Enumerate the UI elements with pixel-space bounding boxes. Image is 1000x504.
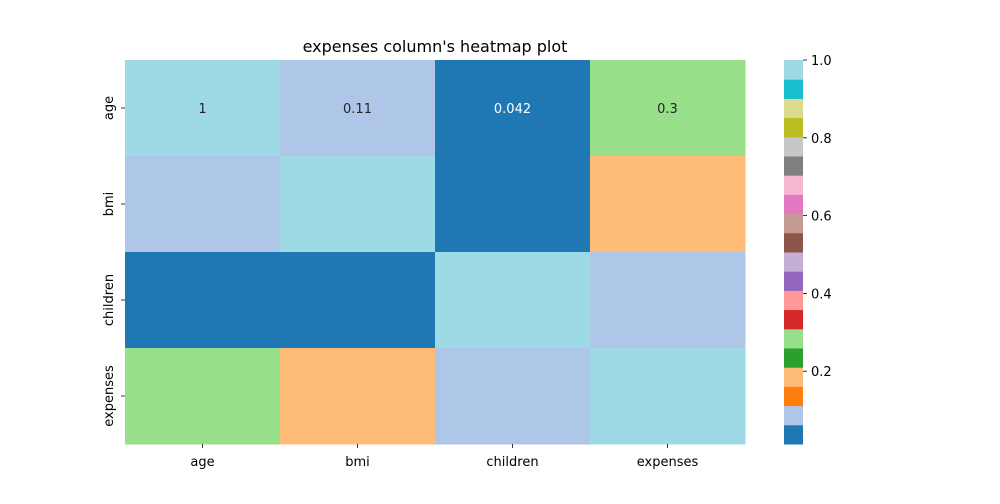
colorbar-segment xyxy=(784,348,803,368)
cell-label-age-bmi: 0.11 xyxy=(343,102,372,117)
colorbar-segment xyxy=(784,156,803,176)
colorbar-segment xyxy=(784,213,803,234)
heatmap-cell-bmi-expenses xyxy=(590,156,746,253)
colorbar-segment xyxy=(784,194,803,215)
chart-title: expenses column's heatmap plot xyxy=(303,37,568,56)
y-tick-label-expenses: expenses xyxy=(102,365,117,427)
colorbar-segment xyxy=(784,175,803,195)
cell-label-age-age: 1 xyxy=(198,102,206,117)
y-axis: age bmi children expenses xyxy=(102,96,125,427)
colorbar-segment xyxy=(784,290,803,311)
heatmap-cell-expenses-expenses xyxy=(590,348,746,445)
colorbar-segment xyxy=(784,60,803,80)
colorbar-tick-label: 0.6 xyxy=(811,210,832,225)
x-tick-label-children: children xyxy=(486,455,538,470)
heatmap-cell-expenses-bmi xyxy=(280,348,436,445)
heatmap-cell-children-children xyxy=(435,252,591,349)
colorbar-segment xyxy=(784,98,803,119)
colorbar-segment xyxy=(784,136,803,157)
colorbar-segment xyxy=(784,79,803,99)
heatmap-cell-children-bmi xyxy=(280,252,436,349)
x-tick-label-bmi: bmi xyxy=(345,455,370,470)
colorbar-tick-label: 0.2 xyxy=(811,365,832,380)
heatmap-cell-bmi-age xyxy=(125,156,281,253)
heatmap-cell-age-age xyxy=(125,60,281,157)
colorbar: 0.2 0.4 0.6 0.8 1.0 xyxy=(784,54,832,445)
cell-label-age-expenses: 0.3 xyxy=(657,102,678,117)
colorbar-tick-label: 0.8 xyxy=(811,132,832,147)
colorbar-segment xyxy=(784,271,803,291)
heatmap-cell-age-children xyxy=(435,60,591,157)
colorbar-segment xyxy=(784,117,803,138)
y-tick-label-bmi: bmi xyxy=(102,192,117,217)
y-tick-label-age: age xyxy=(102,96,117,120)
y-tick-label-children: children xyxy=(102,274,117,326)
colorbar-segment xyxy=(784,405,803,426)
colorbar-segment xyxy=(784,252,803,272)
heatmap-cell-age-expenses xyxy=(590,60,746,157)
colorbar-tick-label: 0.4 xyxy=(811,287,832,302)
colorbar-segment xyxy=(784,424,803,445)
heatmap-cells xyxy=(125,60,746,445)
x-axis: age bmi children expenses xyxy=(190,444,698,470)
cell-label-age-children: 0.042 xyxy=(494,102,531,117)
heatmap-cell-expenses-age xyxy=(125,348,281,445)
x-tick-label-age: age xyxy=(190,455,214,470)
colorbar-segment xyxy=(784,328,803,349)
x-tick-label-expenses: expenses xyxy=(637,455,699,470)
heatmap-cell-bmi-children xyxy=(435,156,591,253)
heatmap-cell-children-age xyxy=(125,252,281,349)
cell-annotations: 1 0.11 0.042 0.3 xyxy=(198,102,677,117)
heatmap-cell-bmi-bmi xyxy=(280,156,436,253)
heatmap-cell-children-expenses xyxy=(590,252,746,349)
heatmap-cell-expenses-children xyxy=(435,348,591,445)
colorbar-segment xyxy=(784,386,803,407)
colorbar-segment xyxy=(784,367,803,387)
colorbar-segment xyxy=(784,309,803,330)
colorbar-segment xyxy=(784,232,803,253)
colorbar-tick-label: 1.0 xyxy=(811,54,832,69)
heatmap-cell-age-bmi xyxy=(280,60,436,157)
